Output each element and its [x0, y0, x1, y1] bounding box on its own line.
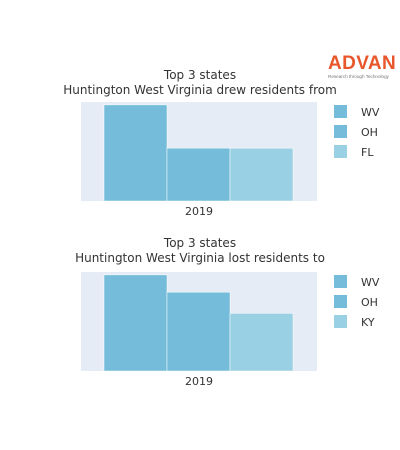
legend-label-oh: OH	[361, 296, 378, 309]
legend-swatch-oh	[334, 125, 347, 138]
chart-title-line: Top 3 states	[163, 68, 237, 82]
legend-label-wv: WV	[361, 276, 380, 289]
legend-swatch-oh	[334, 295, 347, 308]
x-tick-label: 2019	[185, 205, 213, 218]
brand-tagline: Research through Technology	[328, 74, 389, 79]
bar-fl	[229, 147, 294, 202]
brand-logo: ADVAN Research through Technology	[328, 53, 397, 80]
chart-title: Top 3 states Huntington West Virginia lo…	[40, 236, 360, 266]
bar-oh	[166, 147, 231, 202]
chart-lost-to: Top 3 states Huntington West Virginia lo…	[0, 235, 400, 405]
chart-plot-svg: 2019 WV OH KY	[81, 272, 380, 388]
legend-swatch-ky	[334, 315, 347, 328]
chart-title-line: Top 3 states	[163, 236, 237, 250]
bar-wv	[103, 104, 168, 202]
chart-subtitle-line: Huntington West Virginia drew residents …	[63, 83, 337, 97]
bar-oh	[166, 291, 231, 372]
legend-label-oh: OH	[361, 126, 378, 139]
legend-label-fl: FL	[361, 146, 374, 159]
legend-label-wv: WV	[361, 106, 380, 119]
brand-name: ADVAN	[328, 53, 397, 74]
legend-swatch-fl	[334, 145, 347, 158]
bar-wv	[103, 274, 168, 372]
chart-drew-from: Top 3 states Huntington West Virginia dr…	[0, 66, 400, 236]
legend-label-ky: KY	[361, 316, 375, 329]
chart-subtitle-line: Huntington West Virginia lost residents …	[75, 251, 325, 265]
x-tick-label: 2019	[185, 375, 213, 388]
bar-ky	[229, 313, 294, 372]
legend-swatch-wv	[334, 105, 347, 118]
legend-swatch-wv	[334, 275, 347, 288]
chart-plot-svg: 2019 WV OH FL	[81, 102, 380, 218]
chart-title: Top 3 states Huntington West Virginia dr…	[40, 68, 360, 98]
